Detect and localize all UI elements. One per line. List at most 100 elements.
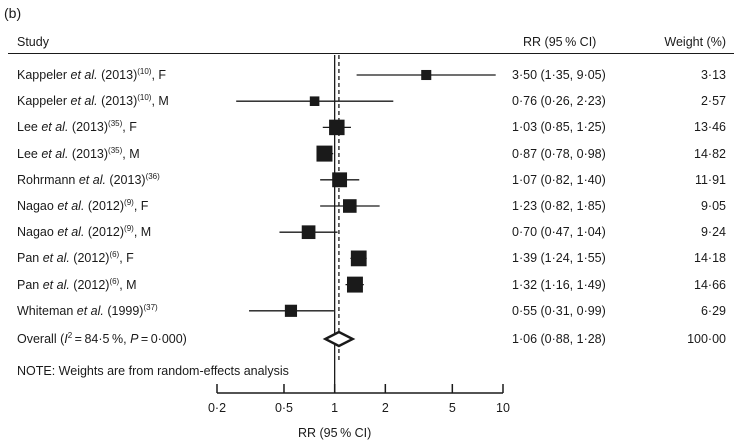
study-year: (2012) xyxy=(69,251,110,266)
study-author: Kappeler xyxy=(17,68,68,82)
overall-rr-value: 1·06 (0·88, 1·28) xyxy=(512,332,606,346)
study-author: Nagao xyxy=(17,225,54,240)
i2-value: = 84·5 %, xyxy=(72,332,131,346)
weight-value: 9·24 xyxy=(700,225,726,240)
study-author: Pan xyxy=(17,277,40,292)
study-author: Kappeler xyxy=(17,94,68,109)
study-year: (2013) xyxy=(68,120,109,135)
rr-ci-value: 3·50 (1·35, 9·05) xyxy=(512,68,606,82)
weight-value: 2·57 xyxy=(700,94,726,109)
weight-square xyxy=(329,119,345,136)
x-tick-label: 10 xyxy=(496,401,510,415)
x-tick-label: 5 xyxy=(449,401,456,415)
weight-square xyxy=(350,250,367,267)
study-author: Nagao xyxy=(17,199,54,213)
study-author: Lee xyxy=(17,146,38,161)
et-al: et al. xyxy=(37,120,69,135)
study-ref: (35) xyxy=(108,145,123,155)
study-year: (2013) xyxy=(68,146,109,161)
et-al: et al. xyxy=(53,199,85,213)
study-label: Pan et al. (2012)(6), F xyxy=(17,250,134,266)
x-tick-label: 2 xyxy=(382,401,389,415)
rr-ci-value: 1·32 (1·16, 1·49) xyxy=(512,277,606,292)
study-sex: , F xyxy=(133,199,149,213)
header-rule xyxy=(8,53,734,54)
header-study: Study xyxy=(17,35,49,49)
rr-ci-value: 1·39 (1·24, 1·55) xyxy=(512,251,606,266)
weight-square xyxy=(342,199,357,213)
x-tick-label: 0·5 xyxy=(275,401,293,415)
weight-value: 11·91 xyxy=(694,172,726,187)
weight-value: 13·46 xyxy=(694,120,726,135)
study-sex: , M xyxy=(122,146,140,161)
x-axis-label: RR (95 % CI) xyxy=(297,426,372,440)
rr-ci-value: 1·07 (0·82, 1·40) xyxy=(512,172,606,187)
study-sex: , M xyxy=(133,225,152,240)
weight-value: 9·05 xyxy=(700,199,726,213)
study-sex: , F xyxy=(119,251,134,266)
et-al: et al. xyxy=(67,68,98,82)
study-ref: (6) xyxy=(109,276,120,286)
overall-diamond xyxy=(322,330,356,348)
study-ref: (36) xyxy=(145,171,160,181)
weight-square xyxy=(284,304,298,317)
study-author: Whiteman xyxy=(17,303,74,318)
p-value: = 0·000) xyxy=(138,332,187,346)
study-year: (2013) xyxy=(97,94,138,109)
note: NOTE: Weights are from random-effects an… xyxy=(17,364,289,378)
study-sex: , M xyxy=(151,94,169,109)
header-rr: RR (95 % CI) xyxy=(523,35,597,49)
study-author: Lee xyxy=(17,120,38,135)
study-label: Kappeler et al. (2013)(10), M xyxy=(17,93,169,109)
panel-label: (b) xyxy=(4,5,22,21)
rr-ci-value: 1·03 (0·85, 1·25) xyxy=(512,120,606,135)
et-al: et al. xyxy=(75,172,106,187)
study-label: Pan et al. (2012)(6), M xyxy=(17,276,137,292)
rr-ci-value: 0·76 (0·26, 2·23) xyxy=(512,94,606,109)
et-al: et al. xyxy=(39,277,70,292)
overall-weight-value: 100·00 xyxy=(687,332,726,346)
study-year: (2013) xyxy=(97,68,138,82)
study-year: (2013) xyxy=(105,172,146,187)
study-ref: (37) xyxy=(143,302,158,312)
i2-symbol: I xyxy=(64,332,68,346)
weight-value: 3·13 xyxy=(700,68,726,82)
weight-square xyxy=(309,96,320,106)
et-al: et al. xyxy=(37,146,69,161)
study-year: (2012) xyxy=(84,199,125,213)
x-tick-label: 0·2 xyxy=(208,401,226,415)
weight-value: 14·18 xyxy=(694,251,726,266)
study-label: Nagao et al. (2012)(9), F xyxy=(17,199,149,214)
study-label: Rohrmann et al. (2013)(36) xyxy=(17,171,160,187)
weight-square xyxy=(301,225,316,240)
weight-value: 6·29 xyxy=(700,303,726,318)
study-label: Whiteman et al. (1999)(37) xyxy=(17,302,158,318)
weight-square xyxy=(316,145,333,162)
study-ref: (6) xyxy=(109,250,120,260)
study-label: Lee et al. (2013)(35), F xyxy=(17,119,137,135)
rr-ci-value: 1·23 (0·82, 1·85) xyxy=(512,199,606,213)
study-label: Kappeler et al. (2013)(10), F xyxy=(17,68,167,83)
study-year: (2012) xyxy=(69,277,110,292)
weight-value: 14·82 xyxy=(694,146,726,161)
rr-ci-value: 0·87 (0·78, 0·98) xyxy=(512,146,606,161)
study-author: Pan xyxy=(17,251,40,266)
study-ref: (35) xyxy=(108,119,123,129)
weight-value: 14·66 xyxy=(694,277,726,292)
study-ref: (10) xyxy=(137,93,152,103)
weight-square xyxy=(332,172,348,188)
p-symbol: P xyxy=(130,332,139,346)
study-sex: , F xyxy=(122,120,137,135)
et-al: et al. xyxy=(53,225,85,240)
header-weight: Weight (%) xyxy=(664,35,726,49)
study-year: (2012) xyxy=(84,225,125,240)
weight-square xyxy=(346,276,363,293)
et-al: et al. xyxy=(67,94,98,109)
rr-ci-value: 0·70 (0·47, 1·04) xyxy=(512,225,606,240)
study-sex: , F xyxy=(151,68,167,82)
overall-label: Overall (I2 = 84·5 %, P = 0·000) xyxy=(17,332,187,347)
study-label: Nagao et al. (2012)(9), M xyxy=(17,225,152,240)
et-al: et al. xyxy=(39,251,70,266)
weight-square xyxy=(421,69,432,81)
